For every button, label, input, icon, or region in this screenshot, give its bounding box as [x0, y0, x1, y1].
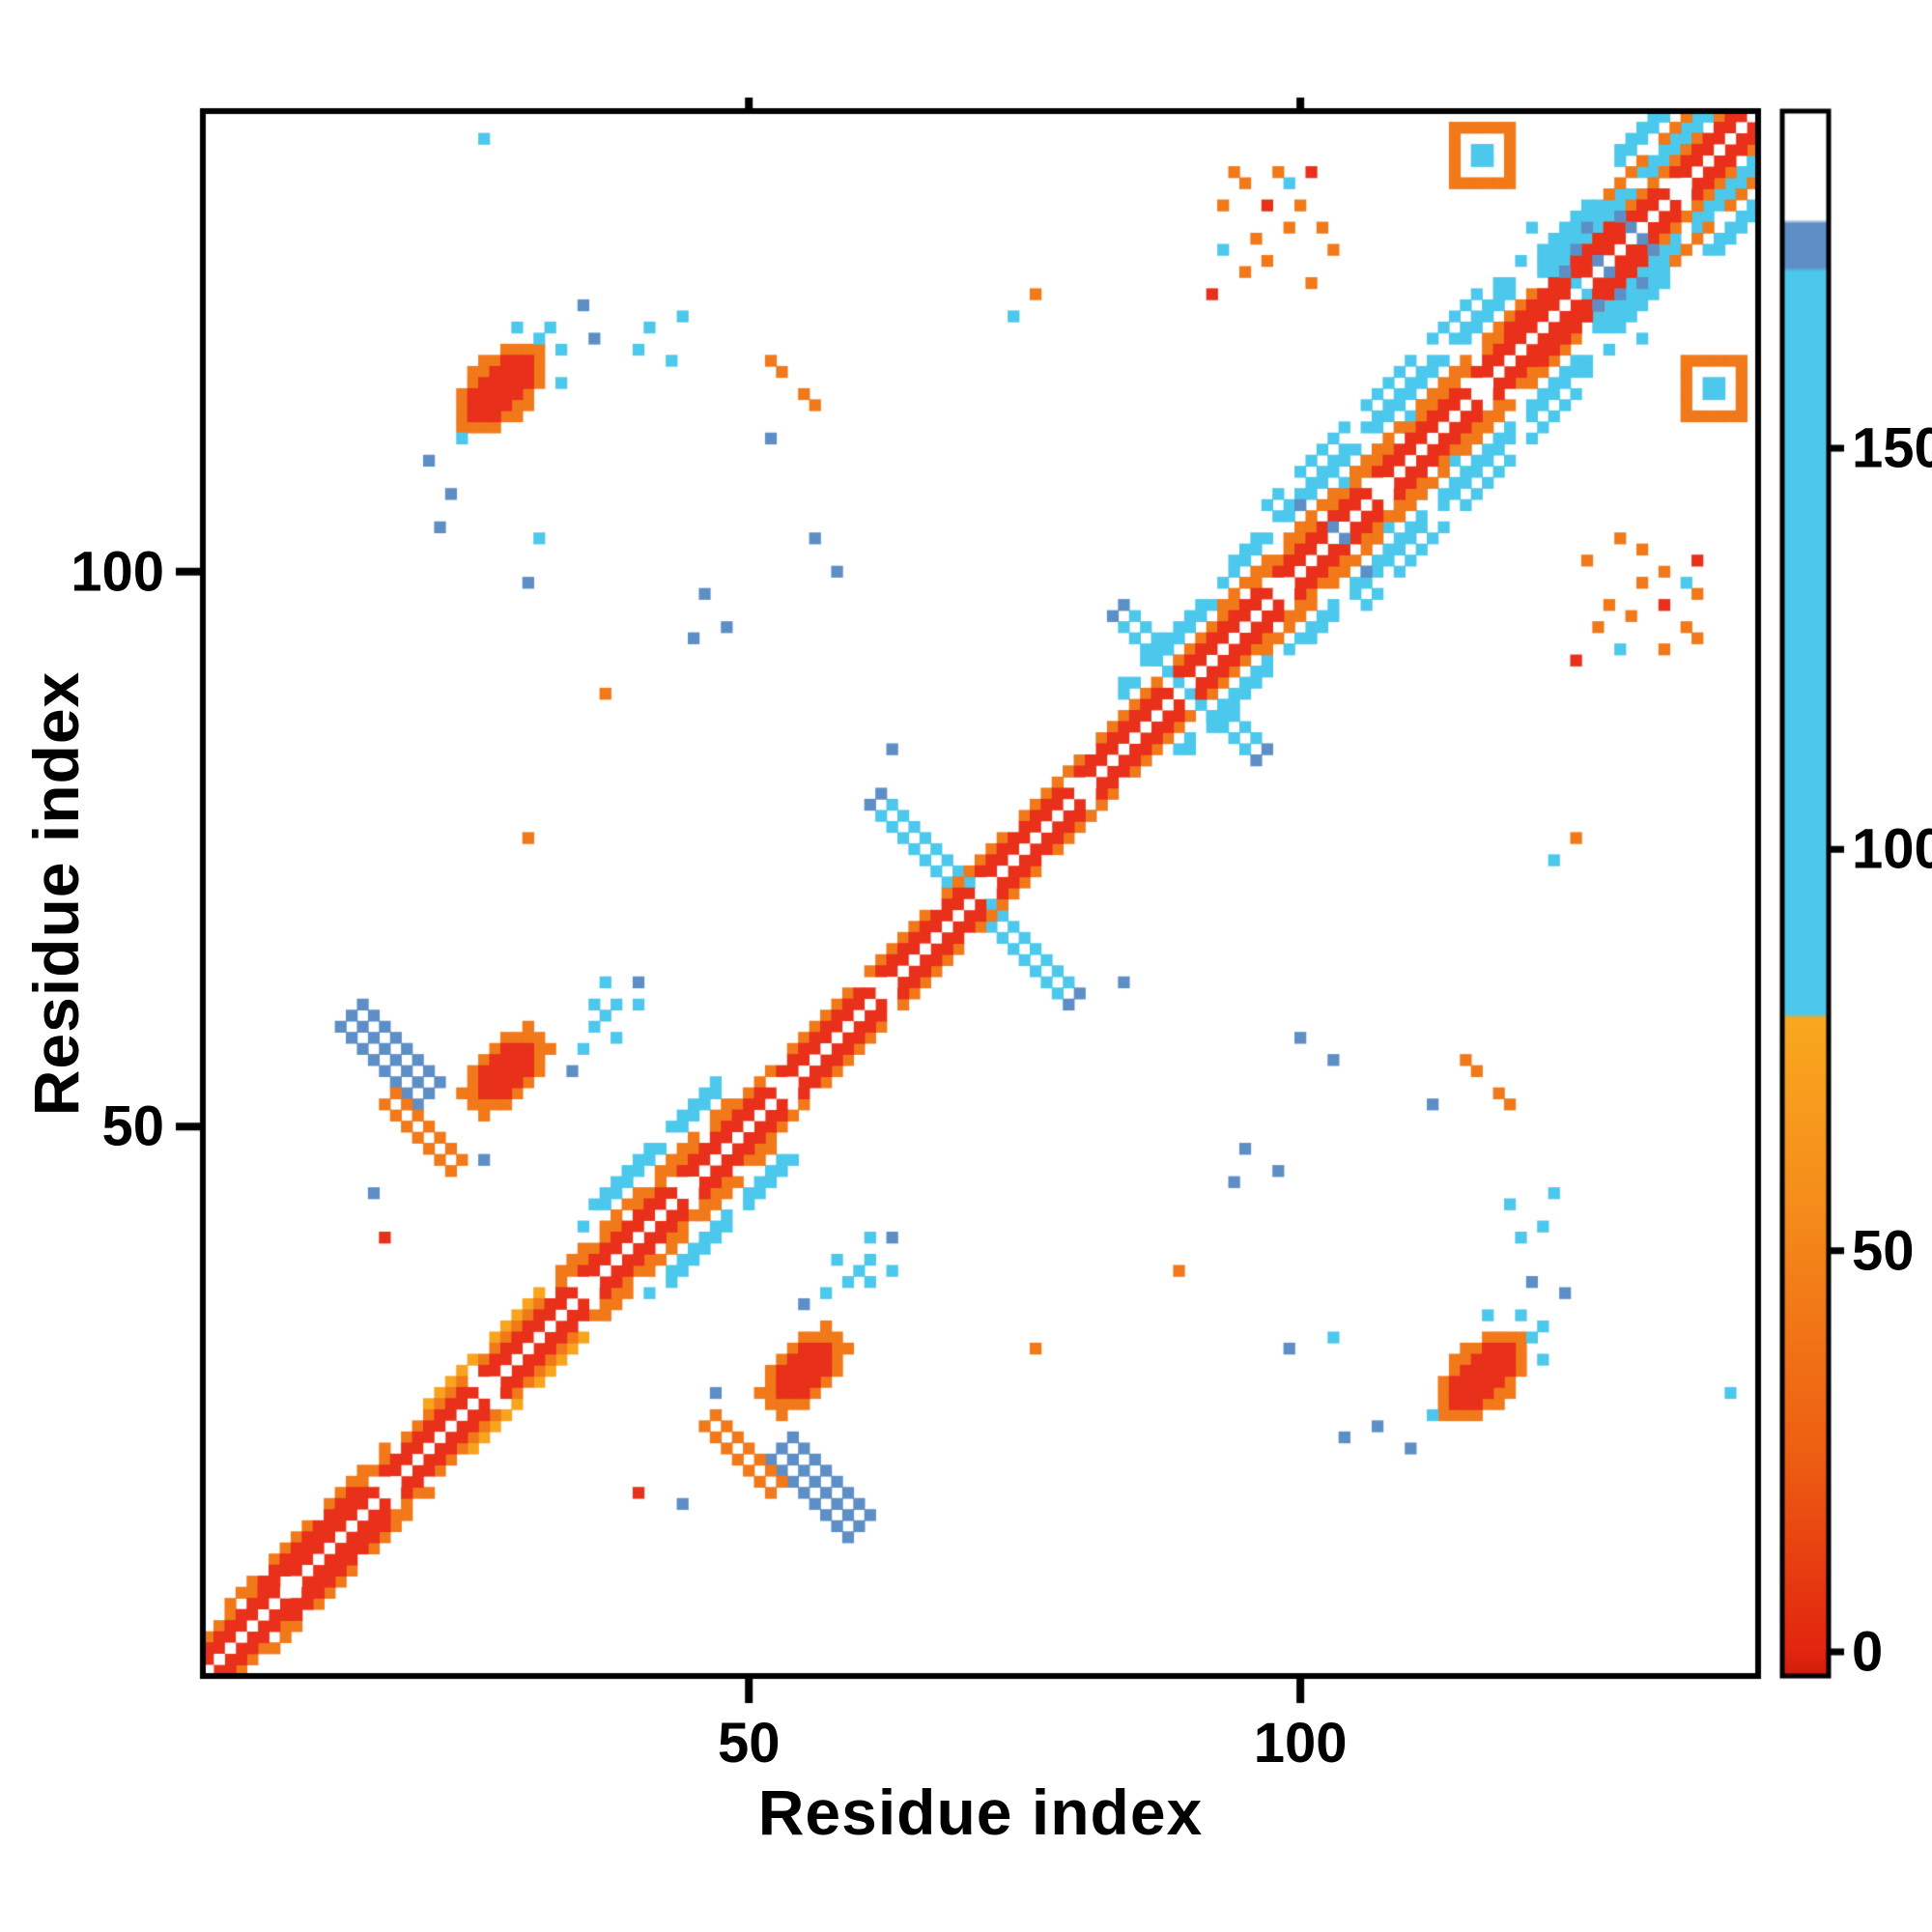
y-tick-label: 100 [71, 540, 164, 604]
colorbar-tick-label: 50 [1852, 1219, 1915, 1283]
colorbar-tick-label: 0 [1852, 1620, 1884, 1684]
x-axis-label: Residue index [757, 1776, 1204, 1848]
x-tick-label: 50 [717, 1712, 781, 1775]
x-tick-label: 100 [1253, 1712, 1348, 1775]
y-axis-label: Residue index [20, 670, 92, 1117]
colorbar-tick-label: 100 [1852, 817, 1932, 881]
colorbar-tick-label: 150 [1852, 416, 1932, 480]
y-tick-label: 50 [101, 1094, 164, 1158]
